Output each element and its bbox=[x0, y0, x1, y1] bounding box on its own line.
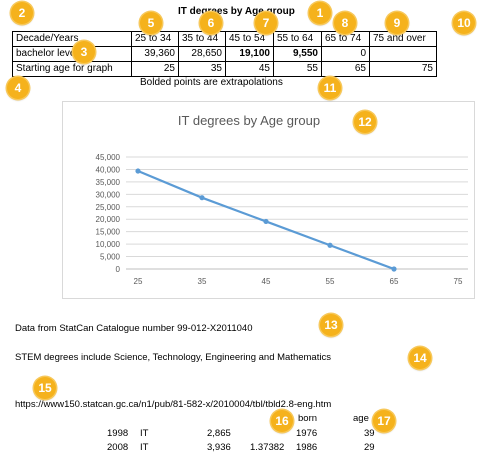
table-row: Starting age for graph 25 35 45 55 65 75 bbox=[12, 61, 437, 77]
extra-age: 29 bbox=[364, 442, 375, 453]
extra-field: IT bbox=[140, 442, 149, 453]
data-point[interactable] bbox=[199, 195, 205, 201]
x-tick-label: 65 bbox=[390, 277, 399, 286]
data-table: Decade/Years 25 to 34 35 to 44 45 to 54 … bbox=[12, 31, 437, 77]
table-cell[interactable] bbox=[369, 46, 437, 62]
annotation-badge: 14 bbox=[409, 347, 431, 369]
annotation-badge: 13 bbox=[320, 314, 342, 336]
extra-age: 39 bbox=[364, 428, 375, 439]
y-tick-label: 20,000 bbox=[96, 215, 121, 224]
table-cell[interactable]: 75 bbox=[369, 61, 437, 77]
y-tick-label: 25,000 bbox=[96, 203, 121, 212]
table-header-cell[interactable]: 75 and over bbox=[369, 31, 437, 47]
table-header-row: Decade/Years 25 to 34 35 to 44 45 to 54 … bbox=[12, 31, 437, 47]
extra-born: 1976 bbox=[296, 428, 318, 439]
y-tick-label: 5,000 bbox=[100, 253, 121, 262]
extra-born: 1986 bbox=[296, 442, 318, 453]
chart-title: IT degrees by Age group bbox=[178, 113, 320, 128]
stem-note-text: STEM degrees include Science, Technology… bbox=[15, 352, 331, 363]
extra-field: IT bbox=[140, 428, 149, 439]
extra-year: 1998 bbox=[107, 428, 129, 439]
line-chart: IT degrees by Age group 0 5,000 10,000 15,0… bbox=[96, 113, 468, 286]
table-cell[interactable]: 9,550 bbox=[273, 46, 322, 62]
annotation-badge: 6 bbox=[200, 12, 222, 34]
table-cell[interactable]: 19,100 bbox=[225, 46, 274, 62]
annotation-badge: 1 bbox=[309, 2, 331, 24]
table-cell[interactable]: 65 bbox=[321, 61, 370, 77]
annotation-badge: 17 bbox=[373, 410, 395, 432]
y-tick-label: 15,000 bbox=[96, 228, 121, 237]
row-label[interactable]: Starting age for graph bbox=[12, 61, 132, 77]
data-point[interactable] bbox=[263, 218, 269, 225]
x-tick-label: 75 bbox=[454, 277, 463, 286]
table-cell[interactable]: 55 bbox=[273, 61, 322, 77]
y-tick-label: 30,000 bbox=[96, 190, 121, 199]
annotation-badge: 2 bbox=[11, 2, 33, 24]
x-tick-label: 35 bbox=[198, 277, 207, 286]
table-header-cell[interactable]: 25 to 34 bbox=[131, 31, 179, 47]
x-tick-label: 55 bbox=[326, 277, 335, 286]
table-header-cell[interactable]: Decade/Years bbox=[12, 31, 132, 47]
annotation-badge: 8 bbox=[334, 12, 356, 34]
born-header: born bbox=[298, 413, 318, 424]
extra-value: 3,936 bbox=[207, 442, 231, 453]
table-cell[interactable]: 28,650 bbox=[178, 46, 226, 62]
annotation-badge: 3 bbox=[73, 41, 95, 63]
table-cell[interactable]: 0 bbox=[321, 46, 370, 62]
table-cell[interactable]: 39,360 bbox=[131, 46, 179, 62]
source-text: Data from StatCan Catalogue number 99-01… bbox=[15, 323, 253, 334]
y-tick-label: 40,000 bbox=[96, 165, 121, 174]
annotation-badge: 9 bbox=[386, 12, 408, 34]
data-point[interactable] bbox=[391, 266, 397, 272]
y-tick-label: 35,000 bbox=[96, 178, 121, 187]
annotation-badge: 11 bbox=[319, 77, 341, 99]
table-cell[interactable]: 25 bbox=[131, 61, 179, 77]
row-label[interactable]: bachelor level bbox=[12, 46, 132, 62]
annotation-badge: 10 bbox=[453, 12, 475, 34]
y-tick-label: 45,000 bbox=[96, 153, 121, 162]
age-header: age bbox=[353, 413, 369, 424]
x-tick-label: 45 bbox=[262, 277, 271, 286]
data-point[interactable] bbox=[135, 168, 141, 174]
table-header-cell[interactable]: 35 to 44 bbox=[178, 31, 226, 47]
table-header-cell[interactable]: 55 to 64 bbox=[273, 31, 322, 47]
chart-area[interactable]: IT degrees by Age group 0 5,000 10,000 15,0… bbox=[62, 101, 475, 299]
annotation-badge: 15 bbox=[34, 377, 56, 399]
table-cell[interactable]: 45 bbox=[225, 61, 274, 77]
annotation-badge: 4 bbox=[7, 77, 29, 99]
annotation-badge: 7 bbox=[255, 12, 277, 34]
annotation-badge: 5 bbox=[140, 12, 162, 34]
table-cell[interactable]: 35 bbox=[178, 61, 226, 77]
extra-year: 2008 bbox=[107, 442, 129, 453]
x-tick-label: 25 bbox=[134, 277, 143, 286]
extra-ratio: 1.37382 bbox=[250, 442, 285, 453]
y-tick-label: 0 bbox=[116, 265, 121, 274]
data-point[interactable] bbox=[327, 242, 333, 248]
annotation-badge: 12 bbox=[354, 111, 376, 133]
annotation-badge: 16 bbox=[271, 410, 293, 432]
sheet-title: IT degrees by Age group bbox=[178, 6, 295, 17]
table-row: bachelor level 39,360 28,650 19,100 9,55… bbox=[12, 46, 437, 62]
extrapolation-note: Bolded points are extrapolations bbox=[140, 77, 283, 88]
extra-value: 2,865 bbox=[207, 428, 231, 439]
y-tick-label: 10,000 bbox=[96, 240, 121, 249]
source-url[interactable]: https://www150.statcan.gc.ca/n1/pub/81-5… bbox=[15, 399, 332, 410]
